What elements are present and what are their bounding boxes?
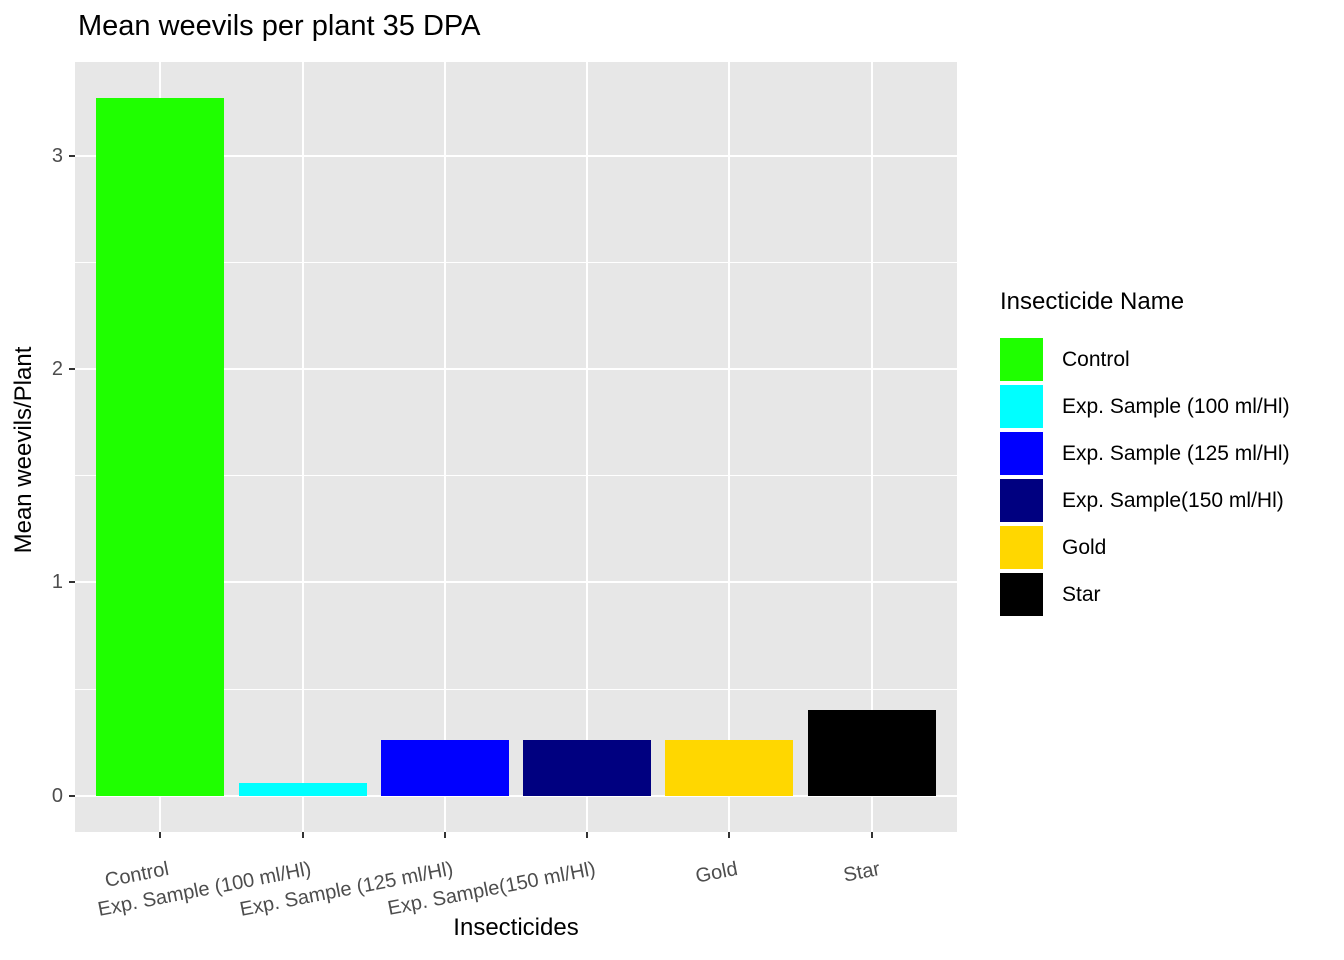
bar-exp-sample-150-ml-hl- xyxy=(523,740,652,796)
x-tick-mark xyxy=(728,832,731,838)
gridline-vertical xyxy=(728,62,731,832)
bar-star xyxy=(807,710,936,796)
y-tick-mark xyxy=(69,581,75,584)
legend-color-swatch xyxy=(1000,385,1043,428)
legend-label: Gold xyxy=(1062,535,1107,559)
y-tick-label: 2 xyxy=(51,358,63,381)
gridline-minor xyxy=(75,475,957,477)
y-axis-title: Mean weevils/Plant xyxy=(10,346,37,554)
legend-color-swatch xyxy=(1000,432,1043,475)
legend-item: Exp. Sample (125 ml/Hl) xyxy=(1000,432,1290,475)
legend: Insecticide Name Control Exp. Sample (100… xyxy=(1000,288,1290,620)
gridline-major xyxy=(75,794,957,797)
plot-panel xyxy=(75,62,957,832)
x-tick-mark xyxy=(870,832,873,838)
legend-item: Control xyxy=(1000,338,1290,381)
legend-label: Exp. Sample(150 ml/Hl) xyxy=(1062,488,1284,512)
gridline-vertical xyxy=(301,62,304,832)
x-tick-mark xyxy=(586,832,589,838)
y-tick-label: 0 xyxy=(51,784,63,807)
bar-exp-sample-125-ml-hl- xyxy=(380,740,509,796)
bar-gold xyxy=(665,740,794,796)
gridline-minor xyxy=(75,688,957,690)
gridline-major xyxy=(75,154,957,157)
legend-color-swatch xyxy=(1000,338,1043,381)
legend-label: Star xyxy=(1062,582,1101,606)
y-tick-mark xyxy=(69,368,75,371)
legend-color-swatch xyxy=(1000,573,1043,616)
y-tick-mark xyxy=(69,794,75,797)
legend-label: Exp. Sample (100 ml/Hl) xyxy=(1062,394,1290,418)
legend-item: Star xyxy=(1000,573,1290,616)
x-axis-title: Insecticides xyxy=(453,914,579,941)
y-tick-label: 1 xyxy=(51,571,63,594)
gridline-vertical xyxy=(443,62,446,832)
legend-item: Exp. Sample (100 ml/Hl) xyxy=(1000,385,1290,428)
x-tick-mark xyxy=(301,832,304,838)
legend-title: Insecticide Name xyxy=(1000,288,1185,315)
bar-control xyxy=(96,98,225,796)
gridline-minor xyxy=(75,261,957,263)
x-tick-mark xyxy=(159,832,162,838)
y-tick-mark xyxy=(69,154,75,157)
legend-item: Exp. Sample(150 ml/Hl) xyxy=(1000,479,1290,522)
gridline-vertical xyxy=(586,62,589,832)
legend-label: Exp. Sample (125 ml/Hl) xyxy=(1062,441,1290,465)
bar-exp-sample-100-ml-hl- xyxy=(238,782,367,796)
legend-color-swatch xyxy=(1000,526,1043,569)
legend-item: Gold xyxy=(1000,526,1290,569)
gridline-vertical xyxy=(870,62,873,832)
legend-items: Control Exp. Sample (100 ml/Hl) Exp. Sampl… xyxy=(1000,338,1290,616)
y-tick-label: 3 xyxy=(51,144,63,167)
x-tick-label: Star xyxy=(841,858,882,887)
chart-title: Mean weevils per plant 35 DPA xyxy=(78,10,481,42)
gridline-major xyxy=(75,581,957,584)
gridline-major xyxy=(75,368,957,371)
x-tick-mark xyxy=(443,832,446,838)
x-tick-label: Gold xyxy=(693,858,740,888)
legend-color-swatch xyxy=(1000,479,1043,522)
legend-label: Control xyxy=(1062,347,1130,371)
